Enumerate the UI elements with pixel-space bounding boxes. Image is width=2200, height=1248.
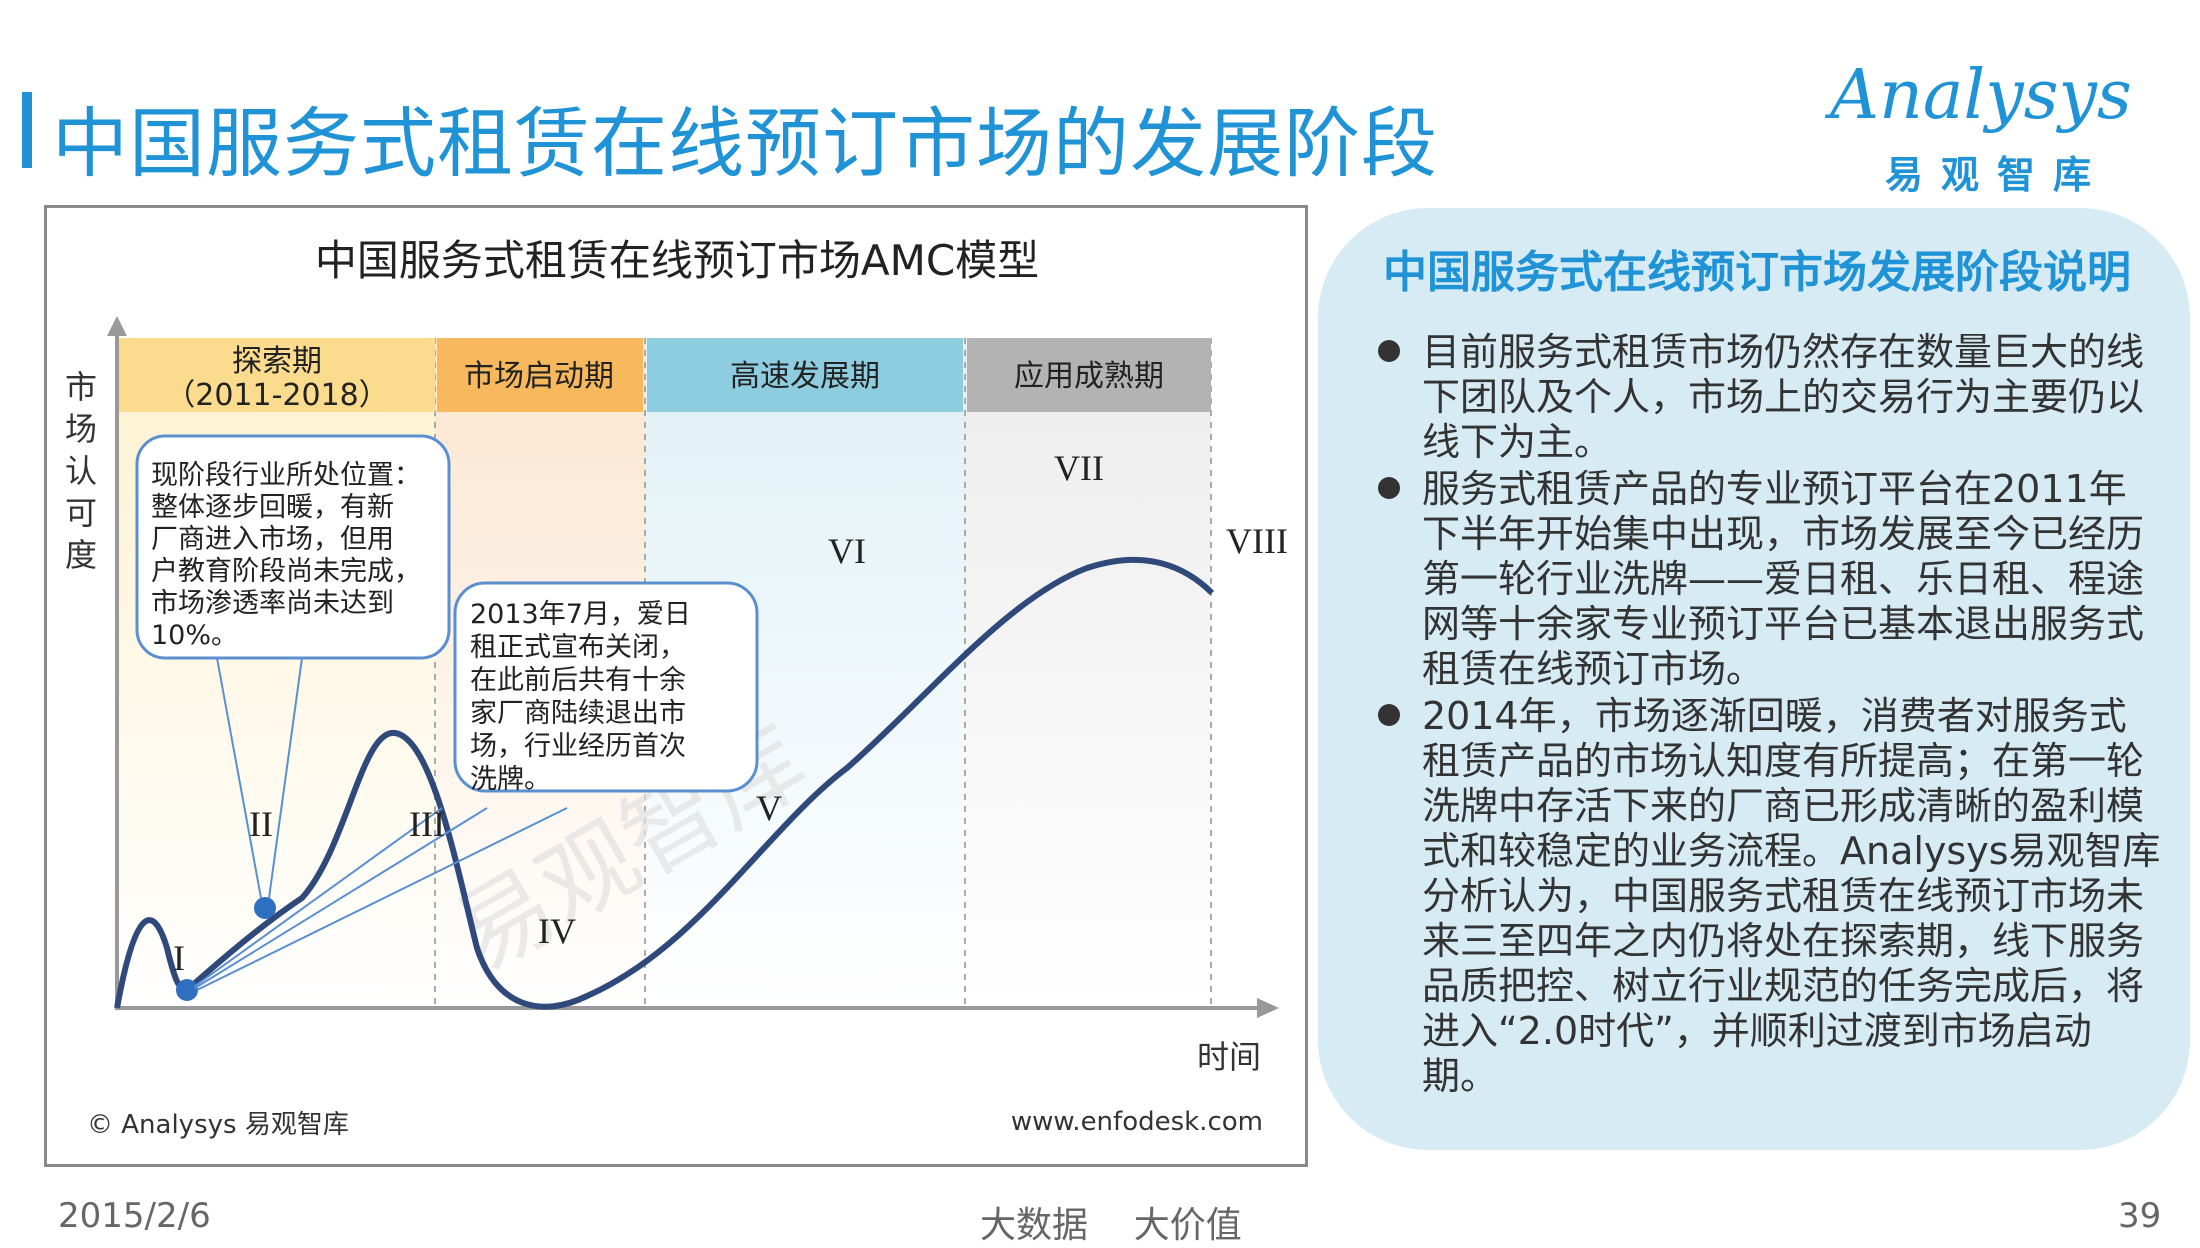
callout1-pointer	[216, 657, 262, 899]
copyright-text: © Analysys 易观智库	[87, 1110, 349, 1140]
phase-header-exploration	[119, 338, 435, 412]
callout1-line: 市场渗透率尚未达到	[151, 588, 394, 619]
stage-label-3: III	[409, 804, 445, 844]
phase-area-mature	[965, 338, 1211, 1005]
footer-date: 2015/2/6	[58, 1196, 211, 1236]
y-axis-label-char: 市	[65, 368, 97, 406]
y-axis-label-char: 认	[65, 452, 97, 490]
phase-name-exploration: 探索期	[232, 344, 322, 379]
analysys-logo: Analysys 易观智库	[1830, 56, 2160, 197]
x-axis-label: 时间	[1197, 1038, 1261, 1076]
list-item: 2014年，市场逐渐回暖，消费者对服务式租赁产品的市场认知度有所提高；在第一轮洗…	[1378, 694, 2163, 1099]
footer-slogan: 大数据 大价值	[980, 1205, 1242, 1246]
callout2-line: 洗牌。	[470, 764, 551, 795]
amc-diagram-svg: 中国服务式租赁在线预订市场AMC模型 探索期 （2011-2018） 市场启动期…	[65, 236, 1288, 1140]
bullet-text: 服务式租赁产品的专业预订平台在2011年下半年开始集中出现，市场发展至今已经历第…	[1422, 467, 2145, 691]
callout1-line: 户教育阶段尚未完成，	[151, 556, 421, 587]
phase-header-growth	[647, 338, 963, 412]
y-axis-label-char: 可	[65, 494, 97, 532]
y-axis-arrow	[107, 316, 127, 336]
amc-model-diagram: 中国服务式租赁在线预订市场AMC模型 探索期 （2011-2018） 市场启动期…	[44, 205, 1308, 1167]
title-accent-bar	[22, 92, 32, 168]
callout2-pointer	[196, 807, 568, 991]
callout1-pointer	[268, 657, 303, 899]
stage-label-1: I	[173, 938, 185, 978]
website-text: www.enfodesk.com	[1011, 1107, 1263, 1137]
logo-english: Analysys	[1830, 56, 2132, 135]
callout-industry-shakeout	[453, 581, 759, 793]
panel-bullet-list: 目前服务式租赁市场仍然存在数量巨大的线下团队及个人，市场上的交易行为主要仍以线下…	[1378, 330, 2163, 1101]
phase-header-mature	[967, 338, 1211, 412]
callout1-line: 10%。	[151, 620, 238, 651]
callout2-line: 在此前后共有十余	[470, 665, 686, 696]
stage-label-5: V	[756, 788, 782, 828]
callout2-pointer	[194, 807, 443, 987]
y-axis-label-char: 度	[65, 536, 97, 574]
stage-label-6: VI	[828, 531, 866, 571]
phase-header-launch	[437, 338, 643, 412]
current-position-marker	[176, 979, 198, 1001]
logo-chinese: 易观智库	[1885, 153, 2110, 197]
stage-marker	[254, 897, 276, 919]
stage-label-8: VIII	[1226, 521, 1288, 561]
bullet-text: 2014年，市场逐渐回暖，消费者对服务式租赁产品的市场认知度有所提高；在第一轮洗…	[1422, 694, 2161, 1098]
callout2-line: 场，行业经历首次	[470, 731, 686, 762]
description-panel: 中国服务式在线预订市场发展阶段说明 目前服务式租赁市场仍然存在数量巨大的线下团队…	[1318, 208, 2190, 1150]
callout1-line: 整体逐步回暖，有新	[151, 492, 394, 523]
y-axis-label-char: 场	[65, 410, 97, 448]
phase-name-mature: 应用成熟期	[1014, 359, 1164, 394]
callout2-pointer	[194, 807, 488, 989]
callout1-line: 厂商进入市场，但用	[151, 524, 394, 555]
callout1-line: 现阶段行业所处位置：	[151, 460, 421, 491]
phase-years-exploration: （2011-2018）	[165, 378, 389, 413]
stage-label-2: II	[249, 804, 273, 844]
page-number: 39	[2118, 1196, 2162, 1236]
stage-label-7: VII	[1054, 448, 1104, 488]
diagram-title: 中国服务式租赁在线预订市场AMC模型	[315, 236, 1039, 285]
bullet-icon	[1378, 340, 1400, 362]
page-title: 中国服务式租赁在线预订市场的发展阶段	[52, 99, 1438, 188]
list-item: 目前服务式租赁市场仍然存在数量巨大的线下团队及个人，市场上的交易行为主要仍以线下…	[1378, 330, 2163, 465]
phase-name-growth: 高速发展期	[730, 359, 880, 394]
phase-name-launch: 市场启动期	[464, 359, 614, 394]
bullet-text: 目前服务式租赁市场仍然存在数量巨大的线下团队及个人，市场上的交易行为主要仍以线下…	[1422, 330, 2145, 464]
bullet-icon	[1378, 704, 1400, 726]
callout-current-position	[135, 434, 451, 660]
callout2-line: 租正式宣布关闭，	[470, 632, 686, 663]
stage-label-4: IV	[538, 911, 576, 951]
callout2-line: 家厂商陆续退出市	[470, 698, 686, 729]
callout2-line: 2013年7月，爱日	[470, 599, 691, 630]
bullet-icon	[1378, 477, 1400, 499]
list-item: 服务式租赁产品的专业预订平台在2011年下半年开始集中出现，市场发展至今已经历第…	[1378, 467, 2163, 692]
x-axis-arrow	[1257, 998, 1279, 1018]
panel-title: 中国服务式在线预订市场发展阶段说明	[1383, 247, 2131, 298]
